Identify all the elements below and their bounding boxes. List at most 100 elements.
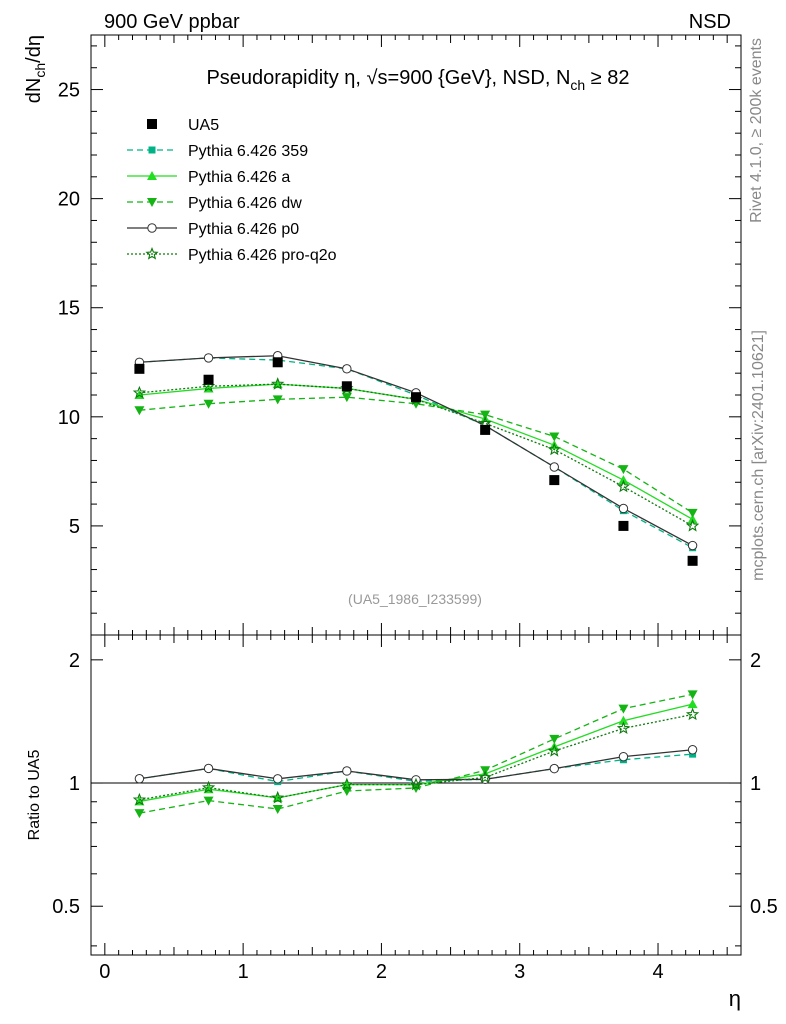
series-point [203, 399, 214, 409]
ratio-point [409, 777, 423, 791]
series-point [687, 540, 698, 551]
data-point [480, 424, 491, 435]
legend-label: Pythia 6.426 p0 [188, 221, 299, 238]
series-point [480, 410, 491, 420]
series-point [132, 385, 147, 399]
series-point [271, 377, 285, 390]
ratio-point [685, 707, 700, 721]
data-point [203, 374, 214, 385]
ratio-point [201, 780, 216, 794]
ratio-point [618, 704, 629, 714]
x-tick-label: 4 [652, 961, 663, 983]
series-2 [134, 393, 698, 518]
tick-labels: 0 1 2 3 4 5 10 15 20 25 0.5 0.5 1 1 2 2 [52, 80, 778, 983]
ratio-tick-label: 1 [69, 773, 80, 795]
x-tick-label: 3 [514, 961, 525, 983]
legend-marker [147, 223, 157, 233]
ratio-tick-label-right: 2 [750, 650, 761, 672]
legend: UA5 Pythia 6.426 359 Pythia 6.426 a Pythia … [127, 117, 337, 264]
y-tick-label: 25 [58, 80, 80, 102]
legend-entry: Pythia 6.426 pro-q2o [127, 247, 337, 264]
ratio-point [478, 770, 492, 784]
ratio-point [341, 787, 352, 797]
series-point [341, 393, 352, 403]
data-point [341, 381, 352, 392]
analysis-watermark: (UA5_1986_I233599) [348, 591, 482, 607]
ratio-series-2 [134, 690, 698, 819]
series-point [687, 508, 698, 518]
series-point [618, 503, 629, 514]
ratio-point [616, 721, 631, 735]
series-point [616, 479, 631, 493]
ratio-tick-label-right: 0.5 [750, 896, 778, 918]
data-point [411, 392, 421, 403]
legend-label: Pythia 6.426 pro-q2o [188, 247, 337, 264]
y-tick-label: 15 [58, 298, 80, 320]
series-point [134, 406, 145, 416]
data-point [549, 475, 560, 486]
y-tick-label: 20 [58, 189, 80, 211]
ratio-point [687, 699, 698, 709]
ratio-point [134, 809, 145, 819]
y-axis-label: dNch/dη [23, 35, 48, 103]
series-point [272, 395, 283, 405]
header-right: NSD [689, 11, 731, 33]
series-point [618, 465, 629, 475]
data-point [687, 555, 698, 566]
ratio-series-3 [134, 745, 698, 785]
series-point [687, 514, 698, 524]
legend-marker [147, 198, 157, 207]
legend-marker [147, 119, 157, 129]
data-point [272, 357, 283, 368]
ratio-line [139, 713, 693, 801]
series-point [547, 442, 561, 456]
legend-entry: Pythia 6.426 359 [127, 143, 308, 160]
legend-label: Pythia 6.426 a [188, 169, 290, 186]
ratio-point [687, 690, 698, 700]
reference-series [134, 357, 698, 566]
legend-marker [147, 171, 157, 180]
ratio-point [549, 734, 560, 744]
ratio-tick-label: 0.5 [52, 896, 80, 918]
series-point [685, 518, 700, 532]
series-line [139, 396, 693, 514]
legend-label: Pythia 6.426 dw [188, 195, 302, 212]
series-line [139, 357, 693, 549]
legend-entry: Pythia 6.426 dw [127, 195, 302, 212]
x-axis-label: η [729, 986, 741, 1011]
ratio-point [203, 763, 214, 774]
rivet-label: Rivet 4.1.0, ≥ 200k events [748, 38, 765, 223]
ratio-point [134, 774, 145, 784]
ratio-point [340, 777, 354, 791]
legend-marker [148, 146, 156, 154]
ratio-point [203, 796, 214, 806]
ratio-point [618, 715, 629, 725]
ratio-point [273, 774, 283, 784]
series-3 [134, 351, 698, 551]
legend-marker [145, 247, 159, 260]
legend-entry: UA5 [147, 117, 219, 134]
legend-entry: Pythia 6.426 p0 [127, 221, 299, 238]
ratio-tick-label: 2 [69, 650, 80, 672]
ratio-plot-frame [90, 634, 742, 956]
ratio-point [271, 790, 285, 804]
ratio-y-axis-label: Ratio to UA5 [26, 750, 43, 841]
data-point [134, 363, 145, 374]
chart-title: Pseudorapidity η, √s=900 {GeV}, NSD, Nch… [206, 67, 629, 93]
y-tick-label: 10 [58, 407, 80, 429]
ratio-line [139, 693, 693, 814]
series-layer [132, 351, 700, 819]
series-line [139, 355, 693, 547]
header-left: 900 GeV ppbar [104, 11, 240, 33]
series-point [203, 353, 214, 363]
series-0 [135, 354, 697, 552]
data-point [618, 520, 629, 531]
ratio-point [618, 751, 629, 762]
legend-label: Pythia 6.426 359 [188, 143, 308, 160]
series-point [549, 432, 560, 442]
legend-label: UA5 [188, 117, 219, 134]
x-tick-label: 1 [238, 961, 249, 983]
ratio-point [687, 745, 698, 755]
series-point [549, 462, 559, 472]
